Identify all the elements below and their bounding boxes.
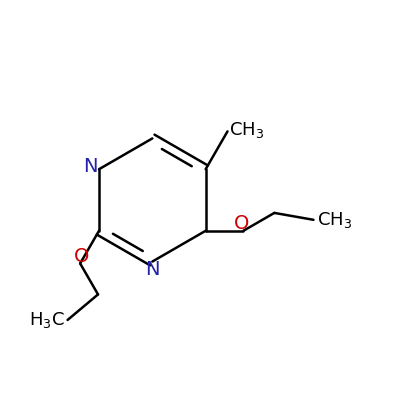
Text: N: N (83, 156, 98, 176)
Text: O: O (74, 247, 90, 266)
Text: N: N (145, 260, 160, 279)
Text: O: O (234, 214, 250, 233)
Text: CH$_3$: CH$_3$ (317, 210, 352, 230)
Text: CH$_3$: CH$_3$ (230, 120, 265, 140)
Text: H$_3$C: H$_3$C (29, 310, 64, 330)
